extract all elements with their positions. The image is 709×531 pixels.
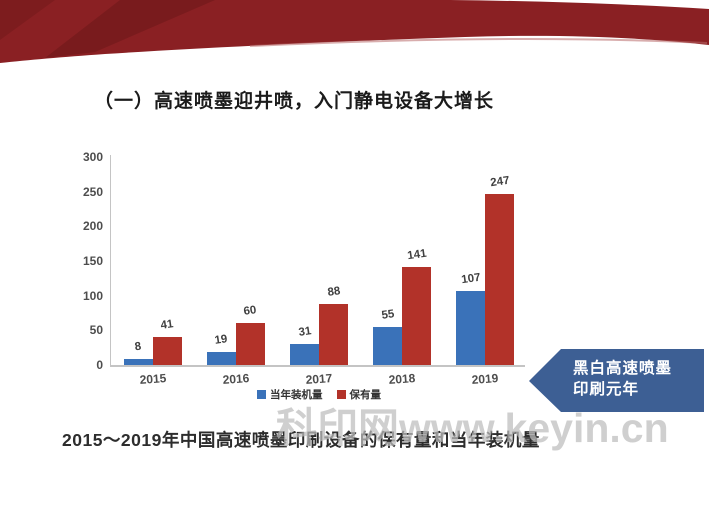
bar-保有量-2018 (402, 267, 432, 365)
bar-保有量-2017 (319, 303, 348, 365)
y-axis-tick: 0 (96, 358, 103, 372)
header-ribbon (0, 0, 709, 63)
ribbon-main-shape (0, 0, 709, 63)
callout-text: 黑白高速喷墨 印刷元年 (573, 358, 672, 400)
bar-保有量-2016 (235, 323, 265, 365)
bar-当年装机量-2018 (373, 326, 403, 365)
bar-当年装机量-2019 (456, 290, 486, 365)
y-axis-tick: 50 (89, 323, 103, 338)
bar-当年装机量-2015 (123, 359, 153, 365)
legend-label: 当年装机量 (270, 389, 323, 401)
left-arrow-shape (529, 349, 704, 412)
bar-保有量-2015 (152, 336, 182, 365)
bar-保有量-2019 (485, 193, 515, 365)
ribbon-dark-streak (45, 0, 215, 58)
y-axis-tick: 250 (82, 184, 103, 199)
bar-当年装机量-2017 (290, 343, 319, 365)
y-axis-line (110, 155, 111, 367)
y-axis-tick: 200 (82, 219, 103, 234)
slide-title: （一）高速喷墨迎井喷，入门静电设备大增长 (94, 91, 495, 112)
bar-value-label: 247 (489, 174, 511, 190)
ribbon-highlight-curve (249, 38, 708, 47)
bar-value-label: 88 (326, 285, 341, 299)
legend: 当年装机量 保有量 (111, 387, 527, 402)
legend-label: 保有量 (349, 389, 382, 401)
bar-value-label: 141 (406, 247, 428, 263)
legend-item: 保有量 (336, 387, 382, 402)
legend-swatch (257, 390, 266, 399)
y-axis-tick: 150 (82, 254, 103, 268)
x-axis-label: 2016 (221, 371, 250, 387)
bar-当年装机量-2016 (206, 351, 236, 365)
x-axis-label: 2017 (305, 371, 333, 387)
x-axis-label: 2015 (138, 371, 167, 387)
ribbon-dark-corner (0, 0, 55, 40)
bar-value-label: 41 (159, 317, 175, 332)
x-axis-label: 2019 (471, 371, 500, 387)
chart-caption: 2015～2019年中国高速喷墨印刷设备的保有量和当年装机量 (62, 430, 540, 450)
legend-item: 当年装机量 (257, 387, 323, 402)
legend-swatch (336, 390, 346, 399)
callout-arrow-banner: 黑白高速喷墨 印刷元年 (525, 345, 709, 416)
y-axis-tick: 300 (82, 150, 103, 164)
watermark: 科印网www.keyin.cn (276, 405, 669, 451)
callout-line2: 印刷元年 (573, 381, 640, 398)
x-axis-line (110, 365, 525, 367)
y-axis-tick: 100 (82, 288, 103, 303)
x-axis-label: 2018 (388, 371, 416, 387)
callout-line1: 黑白高速喷墨 (573, 360, 673, 377)
bar-value-label: 60 (243, 304, 258, 319)
